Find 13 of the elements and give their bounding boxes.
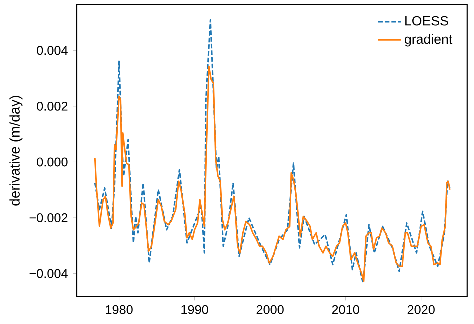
- x-tick-label: 2000: [256, 305, 284, 314]
- y-tick-label: 0.004: [37, 46, 68, 56]
- y-tick-label: −0.004: [30, 269, 68, 278]
- x-tick-label: 2020: [408, 305, 435, 314]
- y-tick-label: −0.002: [30, 214, 68, 222]
- x-tick-label: 1980: [106, 305, 133, 314]
- y-tick-label: 0.000: [37, 158, 68, 167]
- legend-label: LOESS: [406, 16, 448, 26]
- y-axis-title: derivative (m/day): [10, 96, 23, 206]
- x-tick-label: 1990: [182, 305, 208, 314]
- y-tick-label: 0.002: [37, 102, 68, 111]
- legend-label: gradient: [405, 34, 453, 47]
- x-tick-label: 2010: [332, 305, 360, 314]
